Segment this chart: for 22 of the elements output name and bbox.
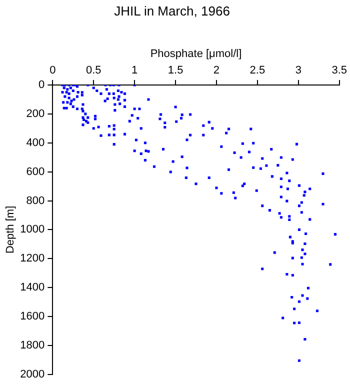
x-tick-label: 0.5 xyxy=(86,64,102,76)
x-tick-label: 2 xyxy=(213,64,220,76)
y-tick-label: 1600 xyxy=(20,310,45,323)
x-tick-label: 3 xyxy=(295,64,302,76)
y-tick-label: 1800 xyxy=(20,339,45,352)
y-tick-label: 400 xyxy=(26,136,45,149)
y-tick-label: 600 xyxy=(26,166,45,178)
y-tick-label: 2000 xyxy=(20,368,45,380)
x-axis-title: Phosphate [μmol/l] xyxy=(150,48,242,60)
x-tick-label: 2.5 xyxy=(250,64,266,76)
y-tick-label: 0 xyxy=(38,79,45,92)
x-tick-label: 1.5 xyxy=(168,64,184,76)
x-tick-label: 1 xyxy=(132,64,138,76)
y-tick-label: 1200 xyxy=(20,252,45,265)
x-tick-label: 3.5 xyxy=(332,64,348,76)
y-tick-label: 1400 xyxy=(20,282,45,294)
y-axis-title: Depth [m] xyxy=(4,206,17,254)
chart-title: JHIL in March, 1966 xyxy=(114,3,230,18)
y-tick-label: 800 xyxy=(26,194,45,207)
y-tick-label: 1000 xyxy=(20,224,45,236)
y-tick-label: 200 xyxy=(26,108,45,120)
x-tick-label: 0 xyxy=(50,64,56,76)
